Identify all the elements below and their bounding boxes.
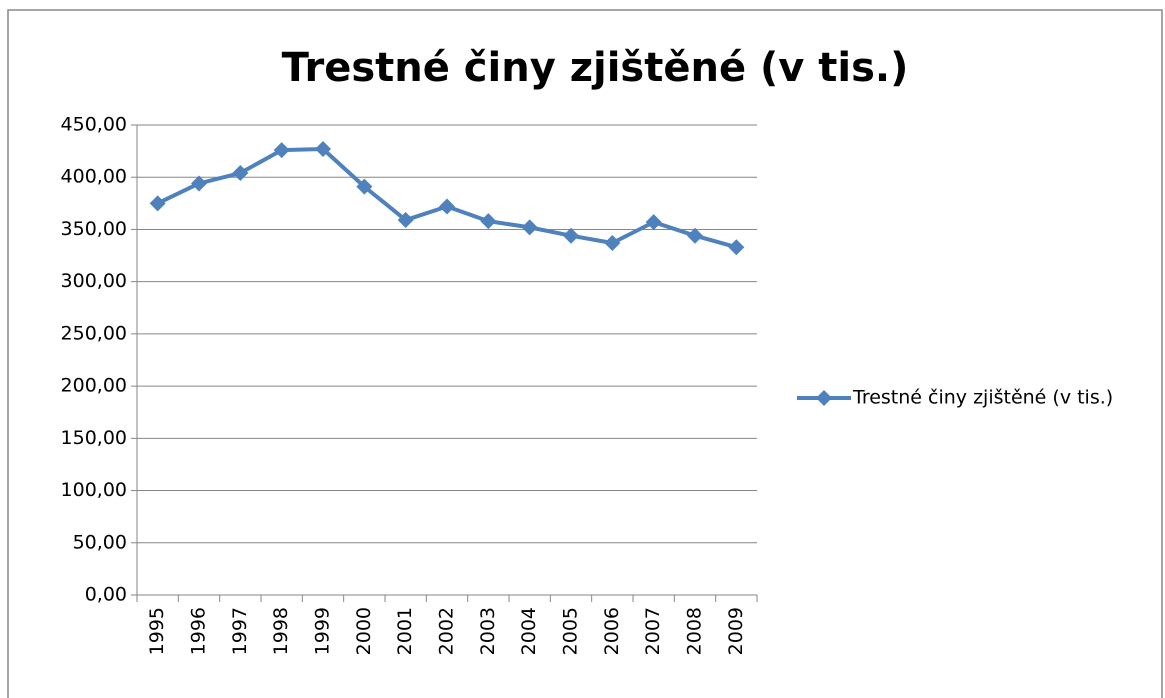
legend-marker <box>816 390 832 406</box>
x-tick-label: 2003 <box>477 607 499 655</box>
x-tick-label: 2000 <box>353 607 375 655</box>
y-tick-label: 300,00 <box>61 270 127 292</box>
y-tick-label: 400,00 <box>61 166 127 188</box>
x-tick-label: 1996 <box>188 607 210 655</box>
marker <box>356 178 373 195</box>
y-tick-label: 100,00 <box>61 479 127 501</box>
legend-label: Trestné činy zjištěné (v tis.) <box>852 387 1113 409</box>
x-tick-label: 1995 <box>146 607 168 655</box>
marker <box>604 235 621 252</box>
marker <box>315 141 331 158</box>
marker <box>687 227 703 244</box>
marker <box>728 239 745 256</box>
marker <box>521 219 538 236</box>
x-tick-label: 2009 <box>725 607 747 655</box>
x-tick-label: 2004 <box>518 607 540 655</box>
x-tick-label: 1999 <box>312 607 334 655</box>
marker <box>232 165 249 182</box>
y-tick-label: 150,00 <box>61 427 127 449</box>
x-tick-label: 1998 <box>270 607 292 655</box>
marker <box>480 213 497 230</box>
y-tick-label: 450,00 <box>61 114 127 136</box>
chart-title: Trestné činy zjištěné (v tis.) <box>282 45 909 91</box>
x-tick-label: 2005 <box>560 607 582 655</box>
y-tick-label: 50,00 <box>73 531 127 553</box>
marker <box>397 212 414 229</box>
x-tick-label: 1997 <box>229 607 251 655</box>
marker <box>439 198 455 215</box>
x-tick-label: 2006 <box>601 607 623 655</box>
marker <box>563 227 579 244</box>
x-tick-label: 2001 <box>394 607 416 655</box>
x-tick-label: 2007 <box>642 607 664 655</box>
marker <box>191 175 207 192</box>
marker <box>149 195 166 212</box>
x-tick-label: 2002 <box>436 607 458 655</box>
marker <box>645 214 662 231</box>
y-tick-label: 200,00 <box>61 375 127 397</box>
y-tick-label: 350,00 <box>61 218 127 240</box>
marker <box>273 142 290 159</box>
y-tick-label: 250,00 <box>61 322 127 344</box>
y-tick-label: 0,00 <box>85 584 127 606</box>
x-tick-label: 2008 <box>684 607 706 655</box>
